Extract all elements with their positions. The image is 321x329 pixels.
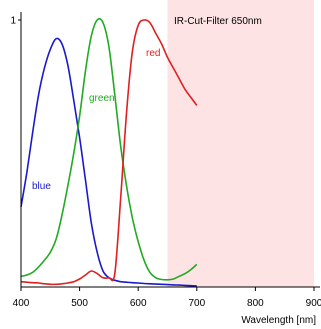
series-line-red [20,19,198,286]
x-tick-label-500: 500 [71,298,88,309]
shaded-region-layer [167,0,314,287]
axis-layer: 400 500 600 700 800 900 1 [10,12,321,309]
series-label-green: green [89,93,115,104]
series-layer [20,17,198,287]
ir-cut-region [167,0,314,287]
x-axis-title: Wavelength [nm] [241,315,316,326]
series-label-red: red [146,48,160,59]
series-label-blue: blue [32,181,51,192]
ir-cut-filter-label: IR-Cut-Filter 650nm [174,16,262,27]
x-tick-label-600: 600 [130,298,147,309]
x-tick-label-700: 700 [188,298,205,309]
x-tick-label-800: 800 [247,298,264,309]
series-line-green [20,17,198,281]
label-layer: Wavelength [nm] IR-Cut-Filter 650nm blue gr… [32,16,316,326]
x-tick-label-900: 900 [306,298,321,309]
x-tick-label-400: 400 [13,298,30,309]
y-tick-label-1: 1 [10,16,16,27]
